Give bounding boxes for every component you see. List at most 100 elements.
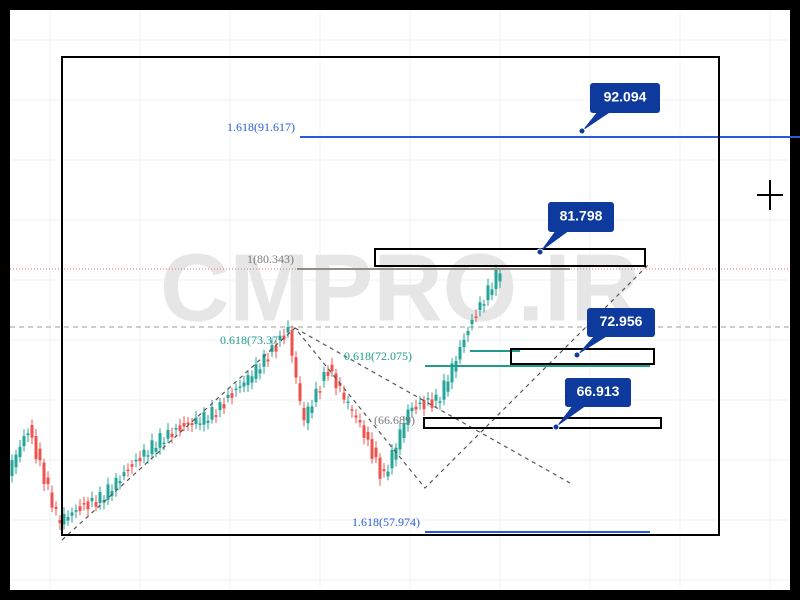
candle-body bbox=[214, 415, 218, 417]
candle-body bbox=[70, 512, 74, 516]
candle-body bbox=[278, 335, 282, 341]
candle-body bbox=[230, 393, 234, 398]
candle-body bbox=[22, 435, 26, 447]
candle-body bbox=[134, 459, 138, 462]
candle-body bbox=[434, 394, 438, 401]
candle-body bbox=[362, 425, 366, 438]
candle-body bbox=[270, 345, 274, 353]
candle-body bbox=[174, 427, 178, 430]
callout-pointer bbox=[556, 405, 587, 427]
candle-body bbox=[118, 481, 122, 484]
candle-body bbox=[18, 446, 22, 458]
candle-body bbox=[226, 394, 230, 398]
callout-anchor bbox=[536, 248, 544, 256]
candle-body bbox=[342, 392, 346, 400]
candle-body bbox=[418, 402, 422, 405]
candle-body bbox=[14, 454, 18, 468]
candle-body bbox=[382, 469, 386, 472]
candle-body bbox=[26, 433, 30, 436]
callouts: 92.094 81.798 72.956 66.913 bbox=[536, 83, 660, 431]
callout-pointer bbox=[582, 111, 612, 131]
candle-body bbox=[298, 383, 302, 402]
candle-body bbox=[266, 359, 270, 362]
candle-body bbox=[414, 406, 418, 410]
candle-body bbox=[386, 471, 390, 477]
candle-body bbox=[90, 497, 94, 502]
candle-body bbox=[86, 501, 90, 510]
crosshair-cursor bbox=[757, 180, 783, 210]
callout-pointer bbox=[540, 230, 570, 252]
callout-anchor bbox=[552, 423, 560, 431]
candle-body bbox=[150, 440, 154, 455]
fib-label: 0.618(72.075) bbox=[344, 349, 412, 363]
candle-body bbox=[450, 363, 454, 383]
candle-body bbox=[326, 372, 330, 376]
candle-body bbox=[34, 436, 38, 460]
candle-body bbox=[498, 273, 502, 282]
callout-label: 66.913 bbox=[577, 383, 620, 399]
candle-body bbox=[470, 319, 474, 325]
candle-body bbox=[62, 513, 66, 525]
candle-body bbox=[206, 420, 210, 423]
candle-body bbox=[30, 424, 34, 438]
callout-label: 92.094 bbox=[604, 89, 647, 105]
callout-label: 72.956 bbox=[600, 313, 643, 329]
candle-body bbox=[130, 464, 134, 467]
callout-box bbox=[548, 202, 614, 232]
candle-body bbox=[302, 407, 306, 421]
candle-body bbox=[202, 411, 206, 425]
candle-body bbox=[126, 469, 130, 472]
fib-label: 1.618(57.974) bbox=[352, 515, 420, 529]
candle-body bbox=[42, 462, 46, 484]
candle-body bbox=[350, 409, 354, 411]
candle-body bbox=[242, 382, 246, 387]
candle-body bbox=[274, 345, 278, 352]
candle-body bbox=[158, 433, 162, 448]
candle-body bbox=[250, 376, 254, 383]
candle-body bbox=[410, 407, 414, 412]
candle-body bbox=[490, 289, 494, 296]
candle-body bbox=[374, 447, 378, 458]
candle-body bbox=[354, 415, 358, 418]
candle-body bbox=[218, 402, 222, 411]
candle-body bbox=[430, 399, 434, 408]
callout-box bbox=[590, 83, 660, 113]
candle-body bbox=[258, 369, 262, 374]
candle-body bbox=[294, 357, 298, 378]
candle-body bbox=[406, 409, 410, 426]
candle-body bbox=[74, 510, 78, 512]
candle-body bbox=[378, 457, 382, 479]
candle-body bbox=[222, 404, 226, 409]
callout-anchor bbox=[578, 127, 586, 135]
candle-body bbox=[486, 285, 490, 301]
candle-body bbox=[166, 430, 170, 439]
candle-body bbox=[398, 429, 402, 450]
candle-body bbox=[330, 364, 334, 372]
candle-body bbox=[66, 516, 70, 521]
candle-body bbox=[58, 519, 62, 524]
candle-body bbox=[50, 492, 54, 508]
candle-body bbox=[110, 491, 114, 496]
candle-body bbox=[162, 442, 166, 445]
candle-body bbox=[462, 339, 466, 348]
candle-body bbox=[234, 388, 238, 391]
callout-anchor bbox=[573, 351, 581, 359]
candle-body bbox=[106, 484, 110, 500]
candle-body bbox=[478, 302, 482, 311]
candle-body bbox=[370, 439, 374, 459]
candle-body bbox=[366, 431, 370, 440]
candle-body bbox=[10, 460, 14, 476]
candle-body bbox=[38, 448, 42, 461]
candle-body bbox=[186, 422, 190, 425]
candle-body bbox=[438, 401, 442, 403]
candle-body bbox=[78, 506, 82, 512]
candle-body bbox=[282, 335, 286, 340]
zone bbox=[374, 248, 646, 267]
candle-body bbox=[482, 304, 486, 306]
candle-body bbox=[122, 472, 126, 477]
candle-body bbox=[238, 386, 242, 388]
candle-body bbox=[154, 447, 158, 452]
zigzag bbox=[61, 264, 649, 541]
candle-body bbox=[142, 449, 146, 457]
